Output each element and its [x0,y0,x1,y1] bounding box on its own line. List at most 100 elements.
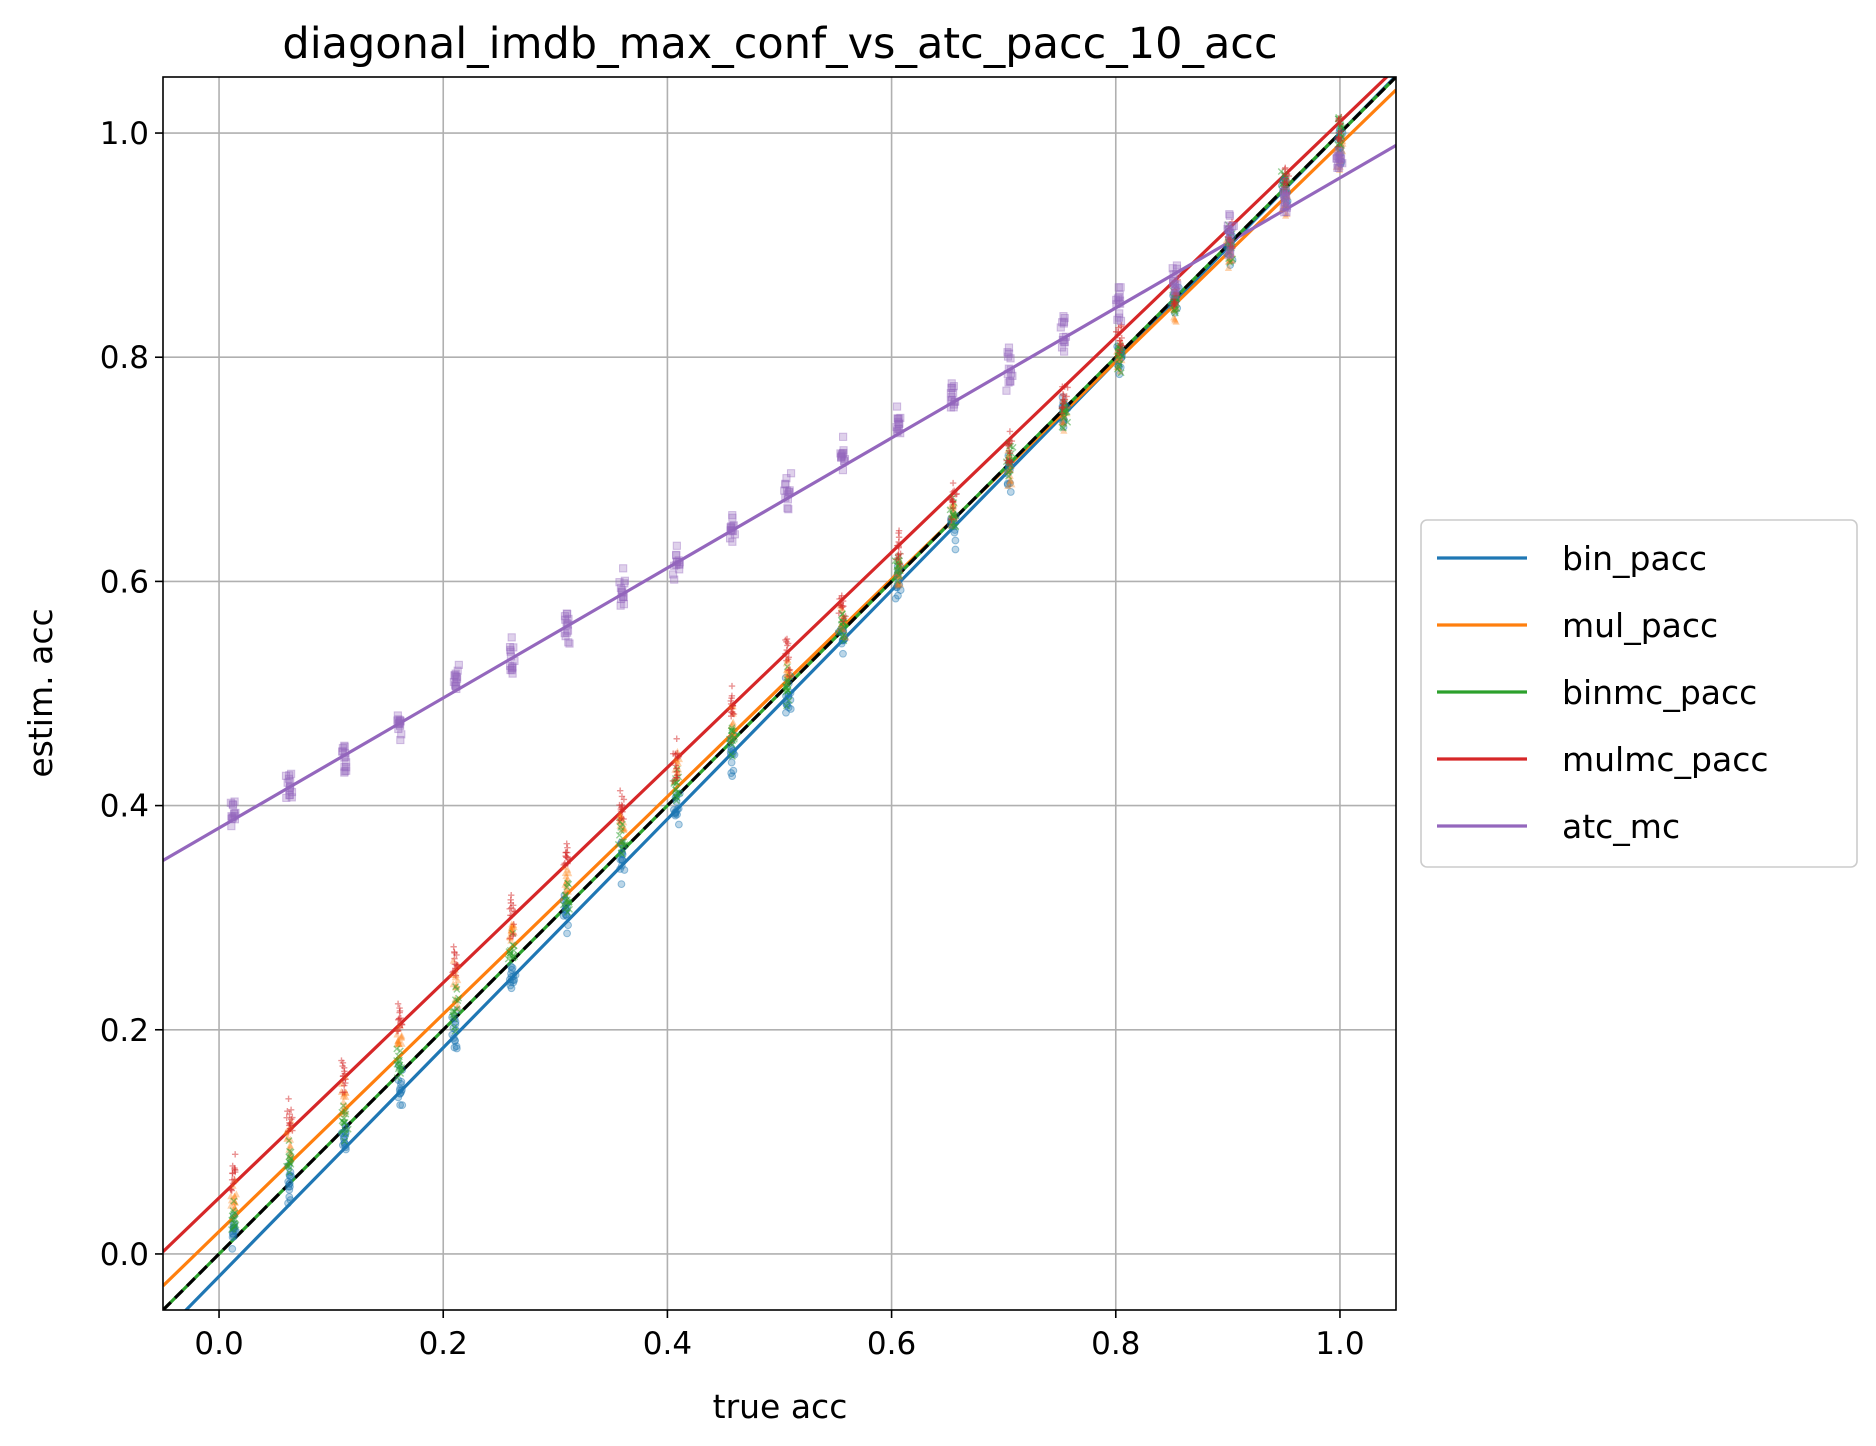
mulmc_pacc-point [394,1000,402,1007]
mulmc_pacc-point [1335,115,1342,122]
mul_pacc-point [286,1142,294,1150]
grid-lines [163,77,1396,1310]
bin_pacc-point [620,866,629,874]
mulmc_pacc-point [1228,218,1236,226]
bin_pacc-point [894,576,903,585]
mulmc_pacc-point [784,655,792,663]
atc_mc-point [1226,232,1235,241]
binmc_pacc-point [948,522,956,529]
atc_mc-point [949,400,959,409]
mul_pacc-point [565,869,573,877]
atc_mc-point [1336,151,1345,160]
legend-label-binmc_pacc: binmc_pacc [1562,673,1757,712]
bin_pacc-point [892,583,901,592]
bin_pacc-point [229,1232,238,1241]
binmc_pacc-point [449,1008,457,1016]
atc_mc-point [1336,154,1345,163]
bin_pacc-point [674,804,683,813]
mul_pacc-point [232,1190,240,1198]
atc_mc-point [1060,313,1069,323]
bin_pacc-point [564,921,572,930]
atc_mc-point [1334,163,1344,172]
atc_mc-point [615,578,624,587]
atc_mc-point [230,815,240,824]
mulmc_pacc-point [1225,234,1232,241]
atc_mc-point [1172,264,1182,273]
bin_pacc-point [896,586,905,594]
mulmc_pacc-point [509,932,517,940]
binmc_pacc-point [395,1063,403,1071]
bin_pacc-point [782,708,790,717]
mul_pacc-point [1171,315,1179,323]
atc_mc-point [560,629,569,638]
atc_mc-point [786,469,796,478]
bin_pacc-point [673,810,681,819]
atc_mc-point [892,422,901,432]
atc_mc-point [563,626,573,635]
mul_pacc-point [1060,426,1068,434]
data-points [226,113,1347,1253]
atc_mc-point [1114,283,1123,292]
mul_pacc-point [1336,156,1345,164]
atc_mc-point [1004,378,1013,387]
atc_mc-point [1223,221,1232,230]
mulmc_pacc-point [510,921,517,928]
bin_pacc-point [228,1233,237,1242]
atc_mc-point [782,474,791,483]
plot-area [163,77,1396,1310]
mul_pacc-point [1336,162,1344,170]
binmc_pacc-point [450,1023,458,1031]
series-atc_mc-points [226,147,1347,831]
binmc_pacc-point [1282,204,1290,212]
mulmc_pacc-point [507,904,515,912]
atc_mc-point [894,424,903,433]
atc_mc-point [285,791,294,800]
binmc_pacc-point [285,1168,293,1176]
binmc_pacc-point [393,1057,401,1065]
atc_mc-point [506,665,515,675]
binmc_pacc-point [342,1130,350,1138]
mulmc_pacc-point [1338,127,1345,135]
mulmc_pacc-point [450,968,457,975]
binmc_pacc-point [562,904,570,912]
bin_pacc-point [727,769,736,777]
atc_mc-point [565,639,574,648]
mulmc_pacc-point [1282,181,1289,188]
mulmc_pacc-point [1059,383,1066,390]
bin_pacc-point [508,964,517,972]
atc_mc-point [1226,240,1235,249]
bin_pacc-point [1003,479,1012,488]
atc_mc-point [1335,154,1344,163]
mulmc_pacc-point [786,672,793,680]
mul_pacc-point [227,1201,235,1209]
binmc_pacc-point [564,908,572,916]
bin_pacc-point [786,705,795,713]
mul_pacc-point [231,1203,239,1211]
mulmc_pacc-point [563,853,570,861]
mulmc_pacc-point [1226,226,1233,233]
atc_mc-point [619,592,628,601]
atc_mc-point [1059,317,1069,326]
atc_mc-point [1115,309,1124,318]
mul_pacc-point [1004,482,1012,490]
binmc_pacc-point [286,1147,294,1155]
series-mul_pacc-fit-line [163,88,1396,1288]
atc_mc-point [672,557,682,566]
bin_pacc-point [1006,479,1014,488]
atc_mc-point [1112,295,1121,305]
bin_pacc-point [340,1139,349,1148]
mulmc_pacc-point [1285,172,1292,180]
atc_mc-point [1225,248,1234,257]
mulmc_pacc-point [949,479,957,487]
mulmc_pacc-point [672,751,680,759]
atc_mc-point [1170,282,1179,291]
bin_pacc-point [727,758,736,767]
mul_pacc-point [230,1203,239,1211]
series-atc_mc-fit-line [163,143,1396,862]
atc_mc-point [286,782,295,791]
bin_pacc-point [452,1042,461,1051]
mulmc_pacc-point [289,1114,296,1121]
bin_pacc-point [507,969,515,978]
atc_mc-point [340,768,349,777]
